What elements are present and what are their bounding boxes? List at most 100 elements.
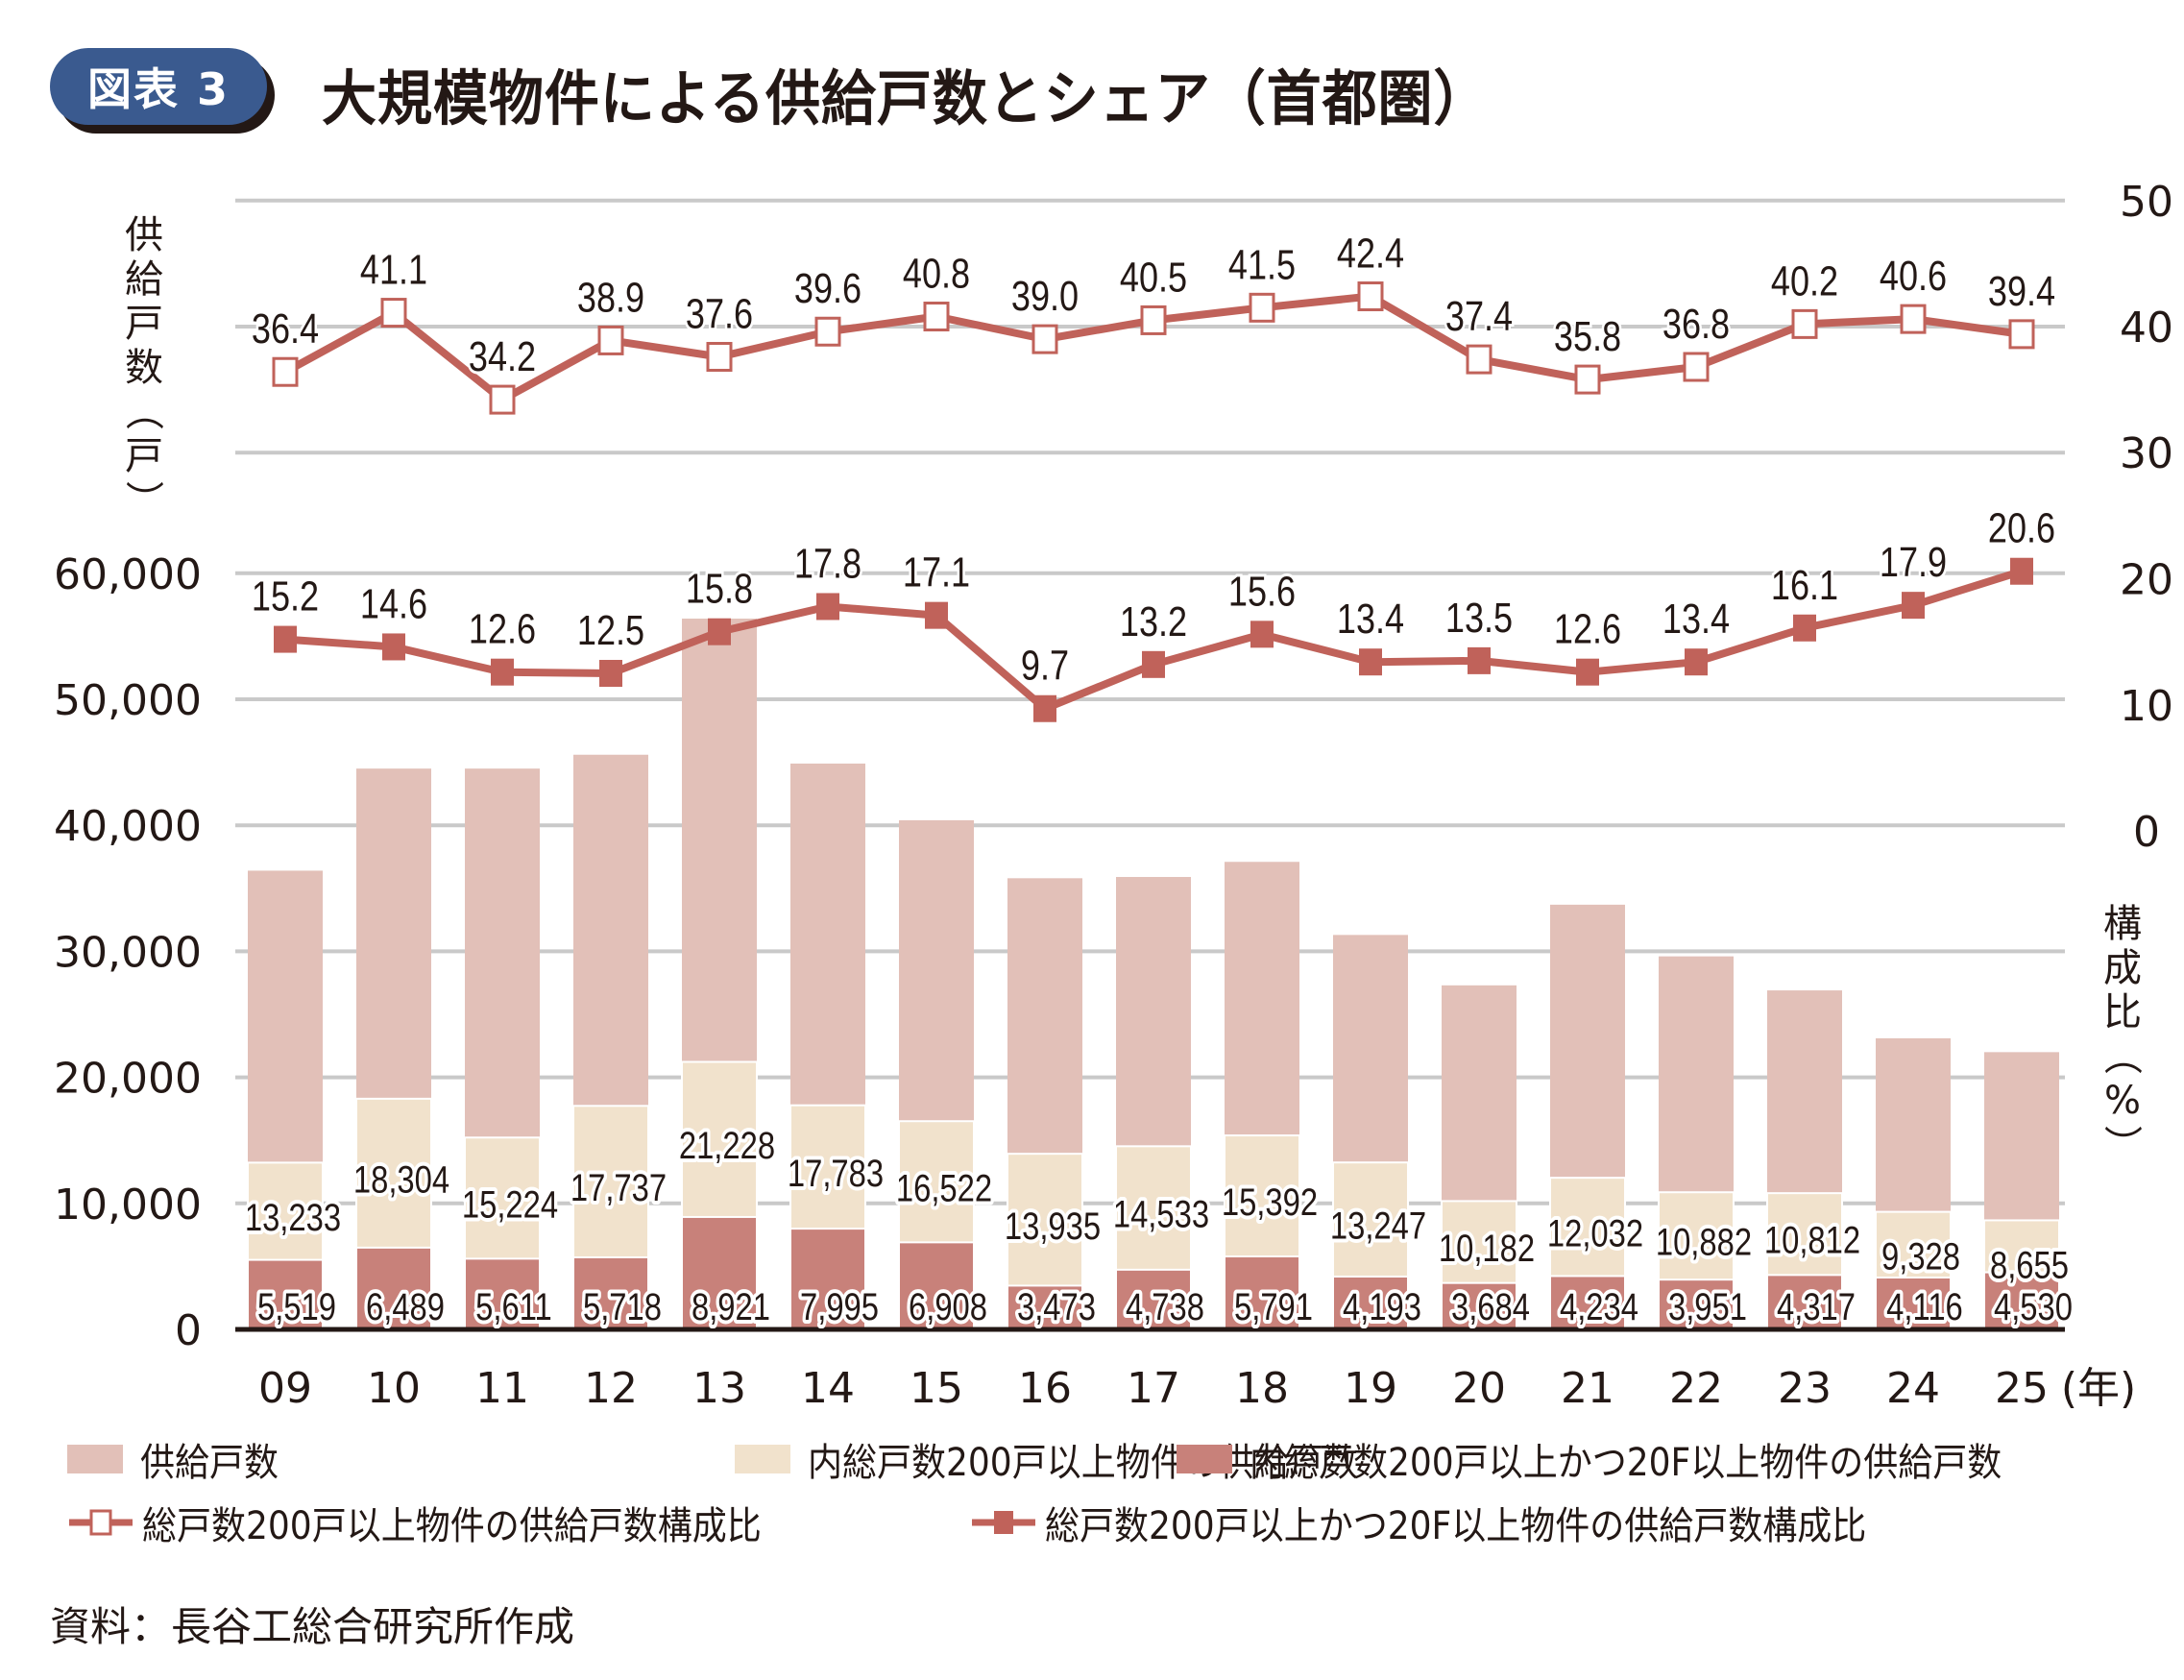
- y-tick-left: 0: [175, 1306, 202, 1355]
- data-label-share-200-09: 36.4: [252, 305, 319, 353]
- y-tick-left: 60,000: [54, 550, 202, 599]
- bar-200-20f-09: [247, 1258, 324, 1330]
- marker-share-200-12: [597, 325, 624, 355]
- label-200-11: 15,224: [462, 1182, 558, 1226]
- bar-200-20f-24: [1875, 1276, 1952, 1330]
- label-200-20f-21: 4,234: [1560, 1285, 1638, 1328]
- data-label-share-200-20: 37.4: [1445, 293, 1513, 340]
- marker-share-200-20f-25: [2010, 557, 2033, 585]
- figure-badge: 図表 3: [50, 48, 275, 134]
- axis-label-char: 数: [125, 346, 163, 390]
- x-tick: 25: [1995, 1364, 2049, 1413]
- label-200-10: 18,304: [353, 1157, 449, 1201]
- marker-share-200-20f-14: [816, 593, 839, 621]
- data-label-share-200-20f-22: 13.4: [1662, 596, 1730, 643]
- marker-share-200-20f-09: [274, 625, 297, 653]
- legend-label-total: 供給戸数: [140, 1441, 279, 1485]
- y-axis-label-right: 構成比（%）: [2099, 902, 2144, 1163]
- label-200-20f-14: 7,995: [800, 1285, 879, 1328]
- y-axis-label-left: 供給戸数（戸）: [121, 213, 165, 519]
- data-label-share-200-20f-10: 14.6: [360, 580, 427, 627]
- data-label-share-200-17: 40.5: [1120, 254, 1187, 301]
- label-200-25: 8,655: [1990, 1243, 2069, 1286]
- data-label-share-200-15: 40.8: [903, 250, 970, 297]
- data-label-share-200-21: 35.8: [1554, 313, 1621, 360]
- data-label-share-200-20f-17: 13.2: [1120, 597, 1187, 645]
- bar-200-20f-19: [1332, 1275, 1409, 1330]
- marker-share-200-20f-20: [1468, 646, 1491, 674]
- bar-200-20f-21: [1549, 1275, 1626, 1331]
- data-label-share-200-23: 40.2: [1771, 257, 1838, 304]
- data-label-share-200-16: 39.0: [1011, 273, 1079, 320]
- data-label-share-200-24: 40.6: [1880, 253, 1947, 300]
- legend-label-share-200: 総戸数200戸以上物件の供給戸数構成比: [142, 1504, 762, 1548]
- label-200-15: 16,522: [896, 1166, 992, 1209]
- legend-item-total: 供給戸数: [67, 1431, 294, 1487]
- axis-label-char: 供: [125, 213, 163, 257]
- bar-200-20f-17: [1115, 1268, 1192, 1330]
- marker-share-200-20f-21: [1576, 658, 1599, 686]
- axis-label-char: 戸: [125, 434, 163, 478]
- legend-label-share-200-20f: 総戸数200戸以上かつ20F以上物件の供給戸数構成比: [1045, 1504, 1867, 1548]
- legend-item-200-20f: 内総戸数200戸以上かつ20F以上物件の供給戸数: [1177, 1431, 2085, 1487]
- label-200-21: 12,032: [1547, 1211, 1643, 1254]
- axis-label-char: 戸: [125, 302, 163, 346]
- data-label-share-200-20f-16: 9.7: [1021, 642, 1069, 689]
- data-label-share-200-12: 38.9: [577, 274, 644, 321]
- x-axis-unit: (年): [2061, 1364, 2136, 1413]
- y-tick-right-upper: 40: [2120, 304, 2173, 353]
- x-tick: 21: [1561, 1364, 1614, 1413]
- axis-label-char: 構: [2103, 902, 2142, 946]
- data-label-share-200-10: 41.1: [360, 246, 427, 293]
- marker-share-200-20f-15: [925, 601, 948, 629]
- hollow-square-marker-icon: [69, 1509, 133, 1536]
- axis-label-char: 比: [2103, 990, 2142, 1035]
- data-label-share-200-18: 41.5: [1228, 241, 1296, 288]
- legend-label-200: 内総戸数200戸以上物件の供給戸数: [808, 1441, 1358, 1485]
- label-200-20f-09: 5,519: [257, 1285, 336, 1328]
- marker-share-200-25: [2008, 319, 2035, 350]
- axis-label-char: 成: [2103, 946, 2142, 990]
- legend-row-2: 総戸数200戸以上物件の供給戸数構成比 総戸数200戸以上かつ20F以上物件の供…: [67, 1495, 1866, 1550]
- axis-label-char: （: [2099, 1036, 2144, 1075]
- marker-share-200-17: [1140, 304, 1167, 335]
- marker-share-200-20f-18: [1250, 621, 1274, 648]
- x-tick: 09: [258, 1364, 312, 1413]
- label-200-20f-17: 4,738: [1126, 1285, 1204, 1328]
- legend-item-share-200-20f: 総戸数200戸以上かつ20F以上物件の供給戸数構成比: [970, 1495, 1957, 1550]
- label-200-20f-23: 4,317: [1777, 1285, 1856, 1328]
- marker-share-200-10: [380, 298, 407, 329]
- label-200-13: 21,228: [679, 1124, 775, 1167]
- data-label-share-200-20f-23: 16.1: [1771, 561, 1838, 608]
- label-200-20f-22: 3,951: [1668, 1285, 1747, 1328]
- marker-share-200-20f-10: [382, 633, 405, 661]
- y-tick-left: 20,000: [54, 1055, 202, 1104]
- bar-200-20f-14: [789, 1228, 866, 1330]
- y-tick-left: 40,000: [54, 802, 202, 851]
- y-tick-right-lower: 0: [2133, 808, 2160, 857]
- marker-share-200-24: [1900, 304, 1927, 334]
- legend-swatch-200-20f: [1177, 1445, 1232, 1473]
- x-tick: 19: [1344, 1364, 1397, 1413]
- x-tick: 14: [801, 1364, 855, 1413]
- legend-swatch-total: [67, 1445, 123, 1473]
- label-200-20f-20: 3,684: [1451, 1285, 1530, 1328]
- label-200-20f-18: 5,791: [1234, 1285, 1313, 1328]
- chart-title: 大規模物件による供給戸数とシェア（首都圏）: [322, 63, 1490, 134]
- marker-share-200-11: [489, 384, 516, 415]
- data-label-share-200-20f-13: 15.8: [686, 565, 753, 612]
- label-200-17: 14,533: [1113, 1192, 1209, 1235]
- data-label-share-200-20f-14: 17.8: [794, 540, 861, 587]
- label-200-16: 13,935: [1005, 1205, 1101, 1248]
- bar-200-20f-10: [355, 1246, 432, 1331]
- label-200-20f-19: 4,193: [1343, 1285, 1421, 1328]
- data-label-share-200-25: 39.4: [1988, 268, 2055, 315]
- legend-row-1: 供給戸数 内総戸数200戸以上物件の供給戸数 内総戸数200戸以上かつ20F以上…: [67, 1431, 2002, 1487]
- label-200-23: 10,812: [1764, 1219, 1860, 1262]
- marker-share-200-22: [1683, 352, 1710, 382]
- data-label-share-200-20f-19: 13.4: [1337, 596, 1404, 643]
- x-tick: 15: [910, 1364, 963, 1413]
- data-label-share-200-14: 39.6: [794, 265, 861, 312]
- marker-share-200-19: [1357, 281, 1384, 312]
- bar-200-20f-16: [1007, 1284, 1083, 1330]
